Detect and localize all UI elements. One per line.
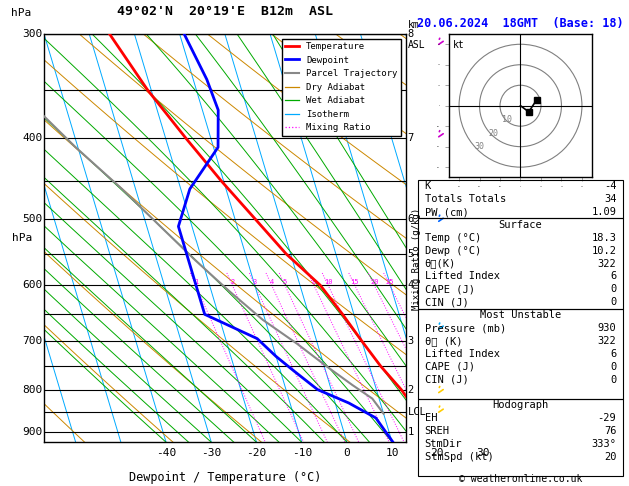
- Text: -40: -40: [156, 449, 176, 458]
- Text: Lifted Index: Lifted Index: [425, 349, 499, 359]
- Text: -4: -4: [604, 181, 616, 191]
- Text: CIN (J): CIN (J): [425, 375, 469, 384]
- Text: -29: -29: [598, 413, 616, 423]
- Text: 4: 4: [408, 280, 414, 290]
- Text: 1: 1: [408, 427, 414, 437]
- Text: 20.06.2024  18GMT  (Base: 18): 20.06.2024 18GMT (Base: 18): [417, 17, 624, 30]
- Text: Lifted Index: Lifted Index: [425, 272, 499, 281]
- Text: 1.09: 1.09: [591, 207, 616, 217]
- Text: © weatheronline.co.uk: © weatheronline.co.uk: [459, 473, 582, 484]
- Text: 20: 20: [431, 449, 444, 458]
- Text: 333°: 333°: [591, 439, 616, 449]
- Text: 600: 600: [22, 280, 42, 290]
- Text: Totals Totals: Totals Totals: [425, 194, 506, 204]
- Text: 34: 34: [604, 194, 616, 204]
- Text: LCL: LCL: [408, 407, 426, 417]
- Text: 8: 8: [408, 29, 414, 39]
- Text: θᴄ (K): θᴄ (K): [425, 336, 462, 346]
- Text: Dewp (°C): Dewp (°C): [425, 246, 481, 256]
- Text: Temp (°C): Temp (°C): [425, 233, 481, 243]
- Text: 7: 7: [408, 133, 414, 143]
- Text: -10: -10: [292, 449, 312, 458]
- Text: CAPE (J): CAPE (J): [425, 284, 474, 295]
- Text: Most Unstable: Most Unstable: [480, 310, 561, 320]
- Text: 500: 500: [22, 214, 42, 224]
- Text: StmSpd (kt): StmSpd (kt): [425, 452, 493, 462]
- Text: Mixing Ratio (g/kg): Mixing Ratio (g/kg): [412, 208, 421, 310]
- Text: 10: 10: [386, 449, 399, 458]
- Text: PW (cm): PW (cm): [425, 207, 469, 217]
- Text: 3: 3: [253, 279, 257, 285]
- Text: CIN (J): CIN (J): [425, 297, 469, 307]
- Text: 0: 0: [610, 297, 616, 307]
- Text: 322: 322: [598, 259, 616, 269]
- Text: km: km: [408, 20, 420, 30]
- Text: 300: 300: [22, 29, 42, 39]
- Text: 0: 0: [610, 284, 616, 295]
- Text: Pressure (mb): Pressure (mb): [425, 323, 506, 333]
- Text: hPa: hPa: [11, 8, 31, 17]
- Text: 3: 3: [408, 336, 414, 346]
- Text: 6: 6: [610, 272, 616, 281]
- Text: SREH: SREH: [425, 426, 450, 436]
- Text: 10: 10: [502, 115, 512, 124]
- Text: 20: 20: [604, 452, 616, 462]
- Text: 800: 800: [22, 384, 42, 395]
- Text: ASL: ASL: [408, 40, 425, 50]
- Text: 0: 0: [343, 449, 350, 458]
- Text: EH: EH: [425, 413, 437, 423]
- Text: 0: 0: [610, 375, 616, 384]
- Text: 6: 6: [610, 349, 616, 359]
- Legend: Temperature, Dewpoint, Parcel Trajectory, Dry Adiabat, Wet Adiabat, Isotherm, Mi: Temperature, Dewpoint, Parcel Trajectory…: [282, 38, 401, 136]
- Text: Surface: Surface: [499, 220, 542, 230]
- Text: 5: 5: [283, 279, 287, 285]
- Text: 1: 1: [194, 279, 198, 285]
- Text: -20: -20: [247, 449, 267, 458]
- Text: θᴄ(K): θᴄ(K): [425, 259, 456, 269]
- Text: 18.3: 18.3: [591, 233, 616, 243]
- Text: 49°02'N  20°19'E  B12m  ASL: 49°02'N 20°19'E B12m ASL: [117, 5, 333, 17]
- Text: kt: kt: [453, 40, 465, 50]
- Text: 0: 0: [610, 362, 616, 372]
- Text: 4: 4: [270, 279, 274, 285]
- Text: Dewpoint / Temperature (°C): Dewpoint / Temperature (°C): [129, 471, 321, 484]
- Text: hPa: hPa: [12, 233, 33, 243]
- Text: -30: -30: [201, 449, 221, 458]
- Text: K: K: [425, 181, 431, 191]
- Text: CAPE (J): CAPE (J): [425, 362, 474, 372]
- Text: 700: 700: [22, 336, 42, 346]
- Text: 900: 900: [22, 427, 42, 437]
- Text: 15: 15: [350, 279, 359, 285]
- Text: 10: 10: [324, 279, 332, 285]
- Text: 930: 930: [598, 323, 616, 333]
- Text: 10.2: 10.2: [591, 246, 616, 256]
- Text: 76: 76: [604, 426, 616, 436]
- Text: 2: 2: [408, 384, 414, 395]
- Text: 2: 2: [230, 279, 235, 285]
- Text: Hodograph: Hodograph: [493, 400, 548, 410]
- Text: 6: 6: [408, 214, 414, 224]
- Text: 20: 20: [370, 279, 379, 285]
- Text: 400: 400: [22, 133, 42, 143]
- Text: 20: 20: [488, 129, 498, 138]
- Text: 8: 8: [312, 279, 316, 285]
- Text: 30: 30: [474, 142, 484, 151]
- Text: 25: 25: [386, 279, 394, 285]
- Text: 5: 5: [408, 249, 414, 259]
- Text: StmDir: StmDir: [425, 439, 462, 449]
- Text: 322: 322: [598, 336, 616, 346]
- Text: 30: 30: [476, 449, 489, 458]
